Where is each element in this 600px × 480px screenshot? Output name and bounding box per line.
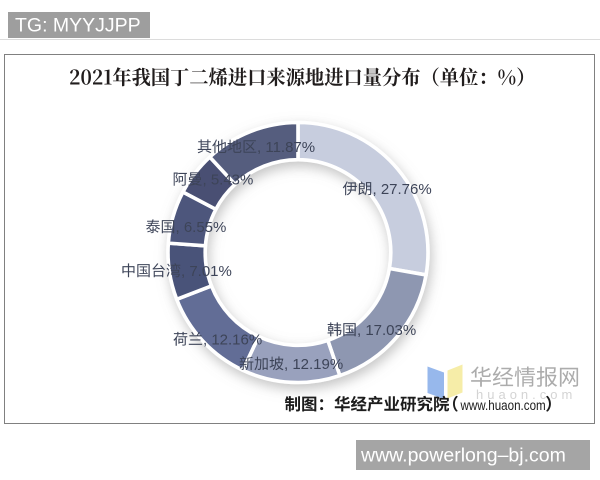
svg-text:, 5.43%: , 5.43% <box>203 172 254 189</box>
svg-text:www.huaon.com: www.huaon.com <box>460 397 546 413</box>
svg-text:, 17.03%: , 17.03% <box>357 322 416 339</box>
svg-text:TG: MYYJJPP: TG: MYYJJPP <box>15 15 141 37</box>
svg-text:, 12.19%: , 12.19% <box>284 356 343 373</box>
svg-text:, 12.16%: , 12.16% <box>203 332 262 349</box>
svg-text:www.powerlong–bj.com: www.powerlong–bj.com <box>360 445 566 467</box>
svg-text:, 6.55%: , 6.55% <box>176 219 227 236</box>
svg-text:, 7.01%: , 7.01% <box>181 263 232 280</box>
svg-text:, 11.87%: , 11.87% <box>257 139 315 156</box>
svg-text:, 27.76%: , 27.76% <box>373 181 432 198</box>
